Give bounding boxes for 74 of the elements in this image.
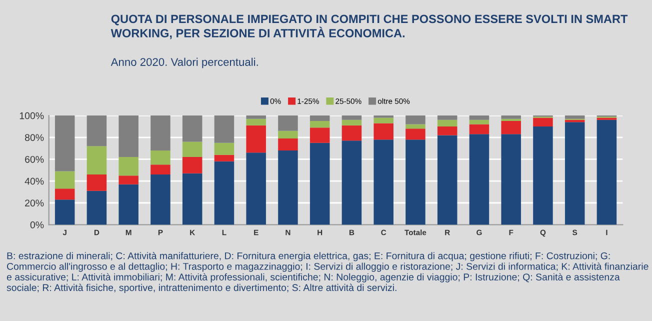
y-tick-label: 40%	[24, 178, 44, 185]
bar	[182, 116, 202, 142]
bar	[150, 174, 170, 225]
bar	[246, 118, 266, 126]
bar	[86, 190, 107, 225]
bar	[182, 157, 202, 174]
chart-subtitle: Anno 2020. Valori percentuali.	[110, 58, 258, 68]
bar	[150, 150, 170, 165]
bar	[469, 120, 490, 124]
bar	[501, 121, 521, 134]
bar	[86, 174, 107, 191]
bar	[182, 142, 202, 158]
bar	[246, 125, 266, 153]
bar	[214, 142, 234, 155]
bar	[374, 118, 394, 124]
text: B: estrazione di minerali; C: Attività manifatturiere, D: Fornitura energia elettrica, gas; E: Fornitura di acqua; gestione rifiuti; F: Costruzioni; G: Commercio all'ingrosso e al dettaglio; H: Trasporto e magazzinaggio; I: Servizi di alloggio e ristorazione; J: Servizi di informatica; K: Attività finanziarie e assicurative; L: Attività immobiliari; M: Attività professionali, scientifiche; N: Noleggio, agenzie di viaggio; P: Istruzione; Q: Sanità e assistenza sociale; R: Attività fisiche, sportive, intrattenimento e divertimento; S: Altre attività di servizi.	[6, 252, 648, 293]
bar	[86, 116, 107, 146]
y-tick-label: 60%	[25, 156, 44, 163]
bar	[118, 157, 138, 176]
bar	[596, 120, 617, 225]
bar	[278, 138, 298, 150]
bar	[150, 164, 170, 174]
bar	[406, 116, 426, 124]
chart-title: QUOTA DI PERSONALE IMPIEGATO IN COMPITI CHE POSSONO ESSERE SVOLTI IN SMART WORKING, PER SEZIONE DI ATTIVITÀ ECONOMICA.	[110, 14, 628, 40]
bar	[501, 118, 521, 122]
bar	[54, 188, 75, 200]
bar	[342, 120, 362, 126]
bar	[406, 140, 426, 225]
bar	[118, 184, 138, 225]
bar	[150, 116, 170, 150]
bar	[246, 152, 266, 225]
bar	[182, 173, 202, 225]
bar	[214, 161, 234, 225]
bar	[310, 121, 330, 128]
bar	[278, 116, 298, 131]
bar	[406, 128, 426, 140]
y-tick-label: 100%	[20, 112, 44, 120]
bar	[437, 120, 458, 126]
bar	[437, 135, 458, 225]
bar	[437, 116, 458, 120]
bar	[310, 116, 330, 122]
bar	[469, 124, 490, 134]
bar	[342, 116, 362, 120]
bar	[469, 116, 490, 120]
bar	[278, 130, 298, 138]
bar	[374, 140, 394, 225]
bar	[54, 200, 75, 225]
bar	[118, 116, 138, 158]
bar	[310, 142, 330, 225]
y-tick-label: 0%	[30, 221, 44, 228]
bar	[278, 150, 298, 225]
bar	[564, 116, 585, 119]
bar	[533, 118, 553, 126]
bar	[437, 126, 458, 136]
bar	[342, 125, 362, 141]
bar	[54, 171, 75, 189]
bar	[406, 124, 426, 129]
bar	[246, 116, 266, 119]
bar	[214, 154, 234, 162]
bar	[118, 176, 138, 184]
y-tick-label: 20%	[25, 200, 44, 206]
bar	[533, 126, 553, 225]
y-tick-label: 80%	[25, 134, 44, 142]
bar	[342, 140, 362, 225]
bar	[564, 120, 585, 122]
bar	[469, 134, 490, 225]
bar	[501, 134, 521, 225]
bar	[214, 116, 234, 143]
bar	[501, 116, 521, 119]
bar	[54, 116, 75, 172]
bar	[310, 128, 330, 143]
bar	[374, 123, 394, 140]
bar	[86, 146, 107, 174]
bar	[564, 122, 585, 225]
